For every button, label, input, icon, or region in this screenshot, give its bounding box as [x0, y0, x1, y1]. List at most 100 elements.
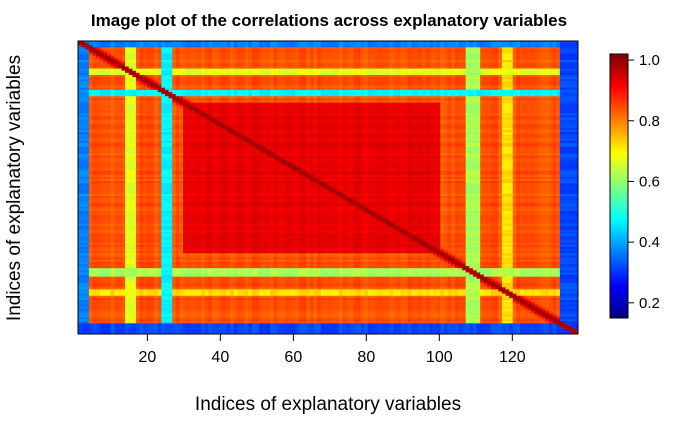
- heatmap-cell: [375, 68, 380, 72]
- heatmap-cell: [139, 106, 144, 110]
- heatmap-cell: [567, 74, 572, 78]
- heatmap-cell: [505, 111, 510, 114]
- heatmap-cell: [364, 111, 369, 114]
- heatmap-cell: [161, 64, 166, 67]
- heatmap-cell: [288, 111, 293, 114]
- heatmap-cell: [154, 43, 159, 46]
- heatmap-cell: [527, 91, 532, 95]
- heatmap-cell: [219, 98, 224, 101]
- heatmap-cell: [320, 64, 325, 67]
- heatmap-cell: [516, 111, 521, 114]
- heatmap-cell: [317, 87, 322, 91]
- heatmap-cell: [96, 55, 101, 59]
- heatmap-cell: [509, 55, 514, 59]
- heatmap-cell: [516, 89, 521, 93]
- heatmap-cell: [212, 68, 217, 72]
- heatmap-cell: [465, 96, 470, 99]
- heatmap-cell: [476, 91, 481, 95]
- heatmap-cell: [545, 68, 550, 72]
- heatmap-cell: [538, 68, 543, 72]
- heatmap-cell: [291, 66, 296, 69]
- heatmap-cell: [382, 102, 387, 106]
- heatmap-cell: [259, 53, 264, 57]
- heatmap-cell: [451, 60, 456, 63]
- heatmap-cell: [404, 94, 409, 97]
- heatmap-cell: [407, 53, 412, 57]
- heatmap-cell: [324, 106, 329, 110]
- heatmap-cell: [342, 104, 347, 108]
- heatmap-cell: [335, 60, 340, 63]
- heatmap-cell: [512, 64, 517, 67]
- heatmap-cell: [356, 62, 362, 65]
- heatmap-cell: [382, 64, 387, 67]
- heatmap-cell: [436, 64, 441, 67]
- heatmap-cell: [396, 113, 401, 116]
- heatmap-cell: [375, 74, 380, 78]
- heatmap-cell: [433, 100, 438, 103]
- heatmap-cell: [371, 64, 376, 67]
- heatmap-cell: [360, 81, 365, 84]
- heatmap-cell: [393, 85, 398, 89]
- heatmap-cell: [418, 111, 423, 114]
- heatmap-cell: [248, 83, 253, 86]
- heatmap-cell: [266, 57, 271, 61]
- heatmap-cell: [530, 62, 535, 65]
- heatmap-cell: [447, 60, 452, 63]
- heatmap-cell: [469, 85, 474, 89]
- heatmap-cell: [161, 108, 166, 112]
- heatmap-cell: [266, 98, 271, 101]
- heatmap-cell: [135, 81, 140, 84]
- heatmap-cell: [346, 62, 351, 65]
- heatmap-cell: [487, 106, 492, 110]
- heatmap-cell: [491, 89, 496, 93]
- heatmap-cell: [277, 45, 282, 48]
- heatmap-cell: [443, 111, 448, 114]
- heatmap-cell: [273, 74, 278, 78]
- heatmap-cell: [346, 47, 351, 50]
- heatmap-cell: [96, 81, 101, 84]
- heatmap-cell: [270, 74, 275, 78]
- heatmap-cell: [291, 77, 296, 80]
- heatmap-cell: [472, 57, 477, 61]
- heatmap-cell: [364, 87, 369, 91]
- heatmap-cell: [313, 91, 318, 95]
- heatmap-cell: [233, 45, 238, 48]
- heatmap-cell: [338, 62, 343, 65]
- heatmap-cell: [443, 77, 448, 80]
- heatmap-cell: [273, 96, 278, 99]
- heatmap-cell: [92, 91, 97, 95]
- heatmap-cell: [103, 51, 108, 55]
- heatmap-cell: [527, 66, 532, 69]
- heatmap-cell: [541, 89, 546, 93]
- heatmap-cell: [150, 87, 155, 91]
- heatmap-cell: [88, 45, 93, 48]
- heatmap-cell: [462, 102, 467, 106]
- heatmap-cell: [237, 77, 242, 80]
- heatmap-cell: [498, 83, 503, 86]
- heatmap-cell: [534, 91, 539, 95]
- heatmap-cell: [552, 102, 557, 106]
- heatmap-cell: [324, 53, 329, 57]
- heatmap-cell: [342, 83, 347, 86]
- heatmap-cell: [480, 83, 485, 86]
- heatmap-cell: [523, 66, 528, 69]
- heatmap-cell: [487, 70, 492, 74]
- heatmap-cell: [491, 111, 496, 114]
- heatmap-cell: [436, 81, 441, 84]
- heatmap-cell: [530, 81, 535, 84]
- heatmap-cell: [349, 89, 354, 93]
- heatmap-cell: [96, 45, 101, 48]
- heatmap-cell: [103, 85, 108, 89]
- heatmap-cell: [393, 72, 398, 76]
- heatmap-cell: [92, 85, 97, 89]
- heatmap-cell: [146, 55, 151, 59]
- heatmap-cell: [527, 94, 532, 97]
- heatmap-cell: [179, 68, 184, 72]
- heatmap-cell: [338, 43, 343, 46]
- heatmap-cell: [396, 68, 401, 72]
- heatmap-cell: [472, 87, 477, 91]
- heatmap-cell: [563, 72, 568, 76]
- heatmap-cell: [338, 74, 343, 78]
- heatmap-cell: [128, 60, 133, 63]
- heatmap-cell: [175, 60, 180, 63]
